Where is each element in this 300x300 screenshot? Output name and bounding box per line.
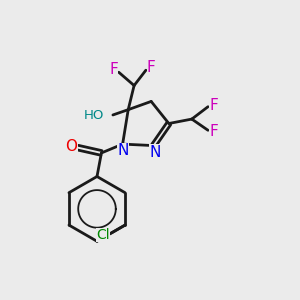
Text: O: O — [65, 139, 77, 154]
Text: F: F — [109, 62, 118, 77]
Text: Cl: Cl — [96, 228, 110, 242]
Text: N: N — [117, 143, 129, 158]
Text: HO: HO — [84, 109, 104, 122]
Text: F: F — [147, 60, 156, 75]
Text: F: F — [209, 124, 218, 139]
Text: N: N — [150, 145, 161, 160]
Text: F: F — [209, 98, 218, 113]
